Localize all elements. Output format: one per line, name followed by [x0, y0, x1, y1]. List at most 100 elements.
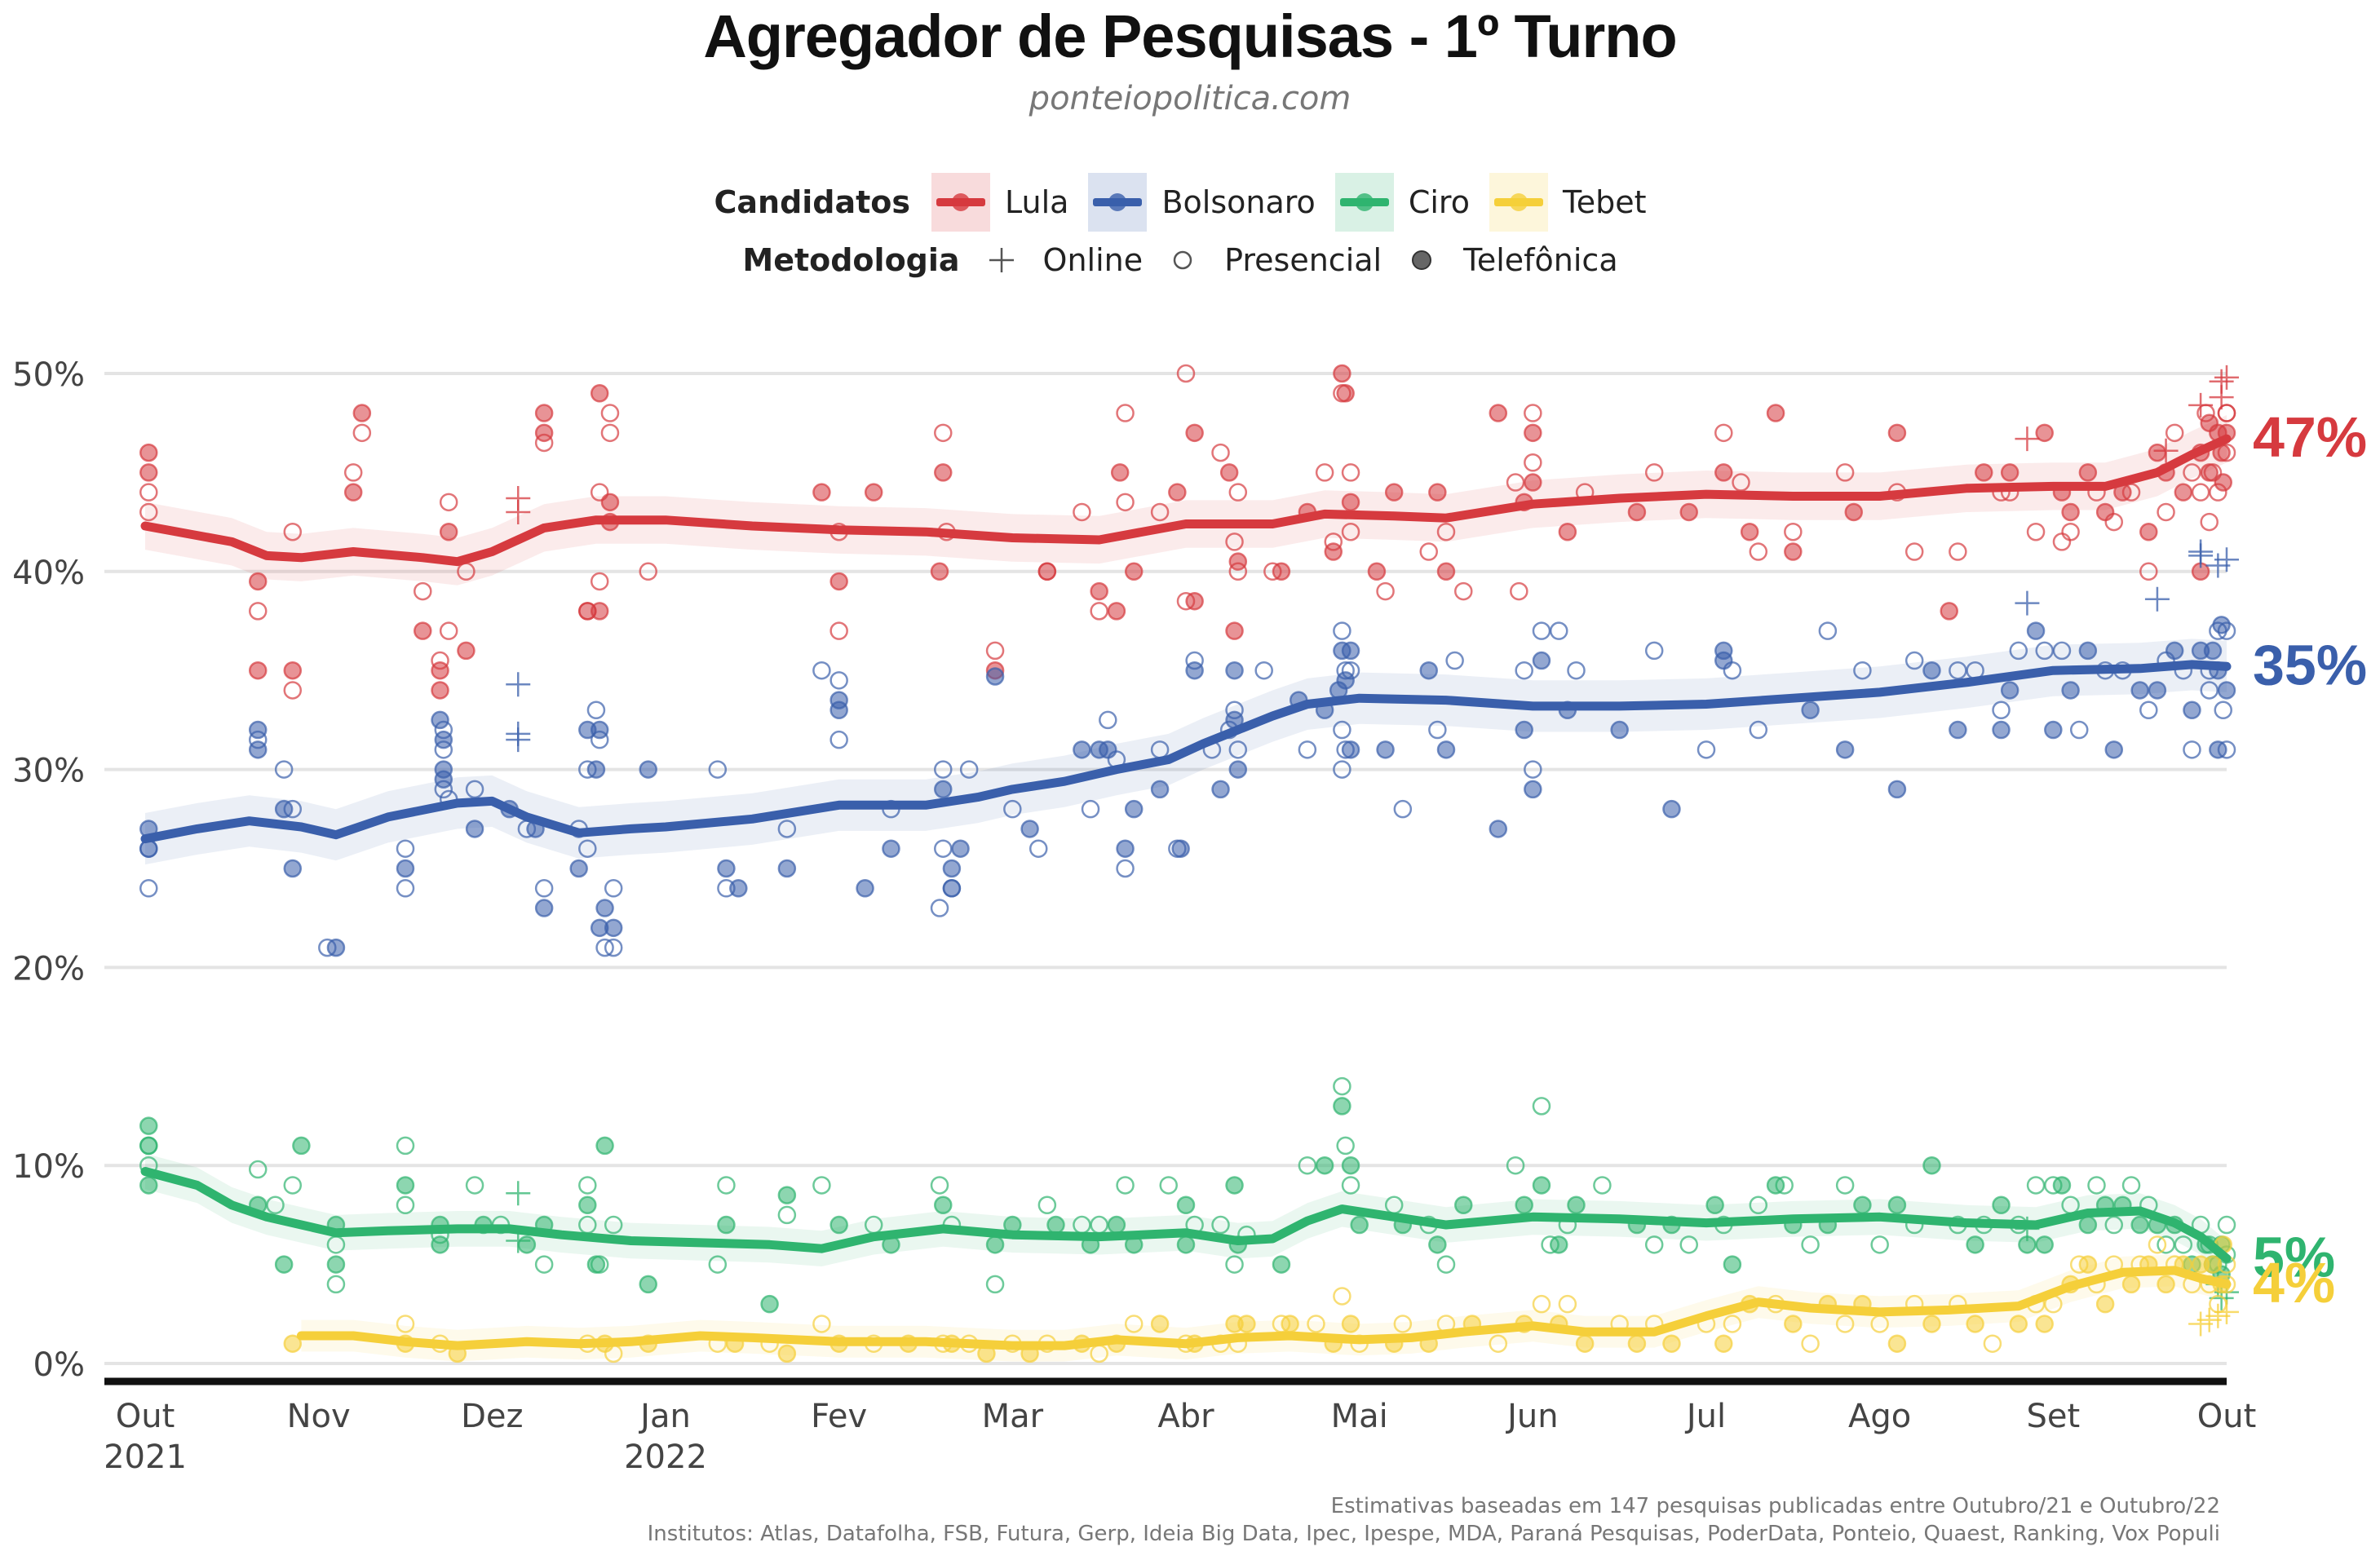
poll-point-bolsonaro: [934, 839, 953, 858]
legend-item-telefonica[interactable]: Telefônica: [1401, 240, 1618, 281]
legend-item-lula[interactable]: Lula: [931, 173, 1068, 232]
chart-subtitle: ponteiopolitica.com: [1029, 80, 1351, 117]
poll-point-online-lula: [2188, 392, 2214, 418]
poll-point-bolsonaro: [2026, 621, 2046, 640]
poll-point-ciro: [1775, 1176, 1794, 1195]
trend-line-bolsonaro: [140, 660, 2232, 844]
poll-point-ciro: [2052, 1176, 2072, 1195]
y-tick-label: 40%: [12, 555, 85, 592]
poll-point-lula: [139, 483, 158, 502]
poll-point-lula: [2191, 483, 2210, 502]
poll-point-tebet: [2157, 1275, 2175, 1294]
poll-point-bolsonaro: [1445, 651, 1464, 670]
poll-point-online-tebet: [2214, 1299, 2239, 1324]
poll-point-lula: [1975, 463, 1993, 482]
poll-point-bolsonaro: [1298, 740, 1317, 759]
poll-point-ciro: [1176, 1235, 1196, 1254]
poll-point-bolsonaro: [2217, 621, 2236, 640]
poll-point-lula: [1524, 473, 1542, 492]
poll-point-tebet: [1237, 1315, 1256, 1333]
poll-point-lula: [985, 641, 1005, 661]
poll-point-lula: [1090, 602, 1108, 621]
band-lula: [145, 415, 2227, 586]
poll-point-lula: [1835, 463, 1855, 482]
poll-point-ciro: [1336, 1136, 1355, 1156]
poll-point-bolsonaro: [431, 710, 449, 730]
poll-point-bolsonaro: [985, 667, 1005, 686]
poll-point-bolsonaro: [578, 839, 597, 858]
legend-item-ciro[interactable]: Ciro: [1334, 173, 1470, 232]
poll-point-bolsonaro: [1341, 641, 1360, 661]
poll-point-tebet: [2121, 1275, 2141, 1294]
poll-point-lula: [1904, 542, 1924, 561]
y-tick-label: 20%: [12, 950, 85, 988]
poll-point-ciro: [2157, 1235, 2175, 1254]
legend-item-tebet[interactable]: Tebet: [1489, 173, 1647, 232]
poll-point-lula: [1749, 542, 1768, 561]
poll-point-bolsonaro: [2139, 700, 2158, 720]
poll-point-bolsonaro: [1515, 661, 1533, 680]
poll-point-bolsonaro: [1697, 740, 1716, 759]
poll-point-lula: [2200, 512, 2219, 532]
poll-point-lula: [934, 463, 953, 482]
poll-point-bolsonaro: [465, 780, 484, 799]
poll-point-tebet: [1150, 1315, 1170, 1333]
poll-point-ciro: [1835, 1176, 1855, 1195]
poll-point-tebet: [283, 1334, 303, 1353]
poll-point-tebet: [2078, 1255, 2098, 1274]
legend-label-online: Online: [1042, 242, 1144, 278]
legend-swatch-ciro: [1334, 173, 1394, 232]
poll-point-online-bolsonaro: [2214, 547, 2239, 572]
legend-swatch-tebet: [1489, 173, 1548, 232]
poll-point-bolsonaro: [1099, 740, 1117, 759]
poll-point-lula: [1524, 423, 1542, 443]
gridlines: [104, 372, 2227, 1365]
poll-point-bolsonaro: [569, 859, 588, 878]
poll-point-ciro: [2026, 1176, 2046, 1195]
poll-point-bolsonaro: [2130, 681, 2149, 700]
poll-point-lula: [1558, 522, 1577, 541]
poll-point-lula: [1211, 443, 1230, 462]
poll-point-lula: [439, 522, 458, 541]
poll-point-lula: [414, 621, 432, 640]
poll-point-online-bolsonaro: [2188, 543, 2214, 568]
legend-item-online[interactable]: Online: [981, 240, 1144, 281]
poll-point-bolsonaro: [465, 820, 484, 838]
legend-item-bolsonaro[interactable]: Bolsonaro: [1088, 173, 1316, 232]
y-axis: 0% 10% 20% 30% 40% 50%: [12, 356, 85, 1384]
poll-point-lula: [2000, 463, 2019, 482]
poll-point-ciro: [1506, 1156, 1525, 1175]
poll-point-online-lula: [2214, 365, 2239, 390]
poll-point-lula: [1324, 533, 1343, 551]
poll-points: [139, 364, 2239, 1363]
poll-point-bolsonaro: [1333, 621, 1351, 640]
end-label-lula: 47%: [2253, 405, 2367, 469]
poll-point-lula: [1336, 384, 1355, 403]
poll-point-ciro: [1593, 1176, 1612, 1195]
poll-point-lula: [2157, 502, 2175, 522]
poll-point-bolsonaro: [2044, 720, 2063, 740]
poll-point-bolsonaro: [590, 730, 609, 749]
poll-point-tebet: [1966, 1315, 1984, 1333]
poll-point-lula: [1844, 502, 1864, 522]
poll-point-lula: [1090, 581, 1108, 601]
poll-point-bolsonaro: [1922, 661, 1941, 680]
poll-point-lula: [283, 522, 303, 541]
poll-point-ciro: [1350, 1215, 1369, 1235]
poll-point-bolsonaro: [829, 691, 848, 709]
poll-point-online-bolsonaro: [506, 672, 531, 697]
poll-point-lula: [1524, 453, 1542, 472]
poll-point-lula: [1679, 502, 1698, 522]
legend-item-presencial[interactable]: Presencial: [1162, 240, 1382, 281]
poll-point-ciro: [431, 1235, 449, 1254]
poll-point-lula: [2200, 463, 2219, 482]
poll-point-lula: [248, 661, 268, 680]
poll-point-lula: [283, 661, 303, 680]
poll-point-tebet: [1784, 1315, 1803, 1333]
poll-point-lula: [1732, 473, 1750, 492]
poll-point-bolsonaro: [1171, 839, 1190, 858]
poll-point-online-lula: [2015, 426, 2040, 452]
poll-point-lula: [2104, 512, 2124, 532]
poll-point-lula: [1341, 463, 1360, 482]
poll-point-bolsonaro: [274, 760, 294, 779]
